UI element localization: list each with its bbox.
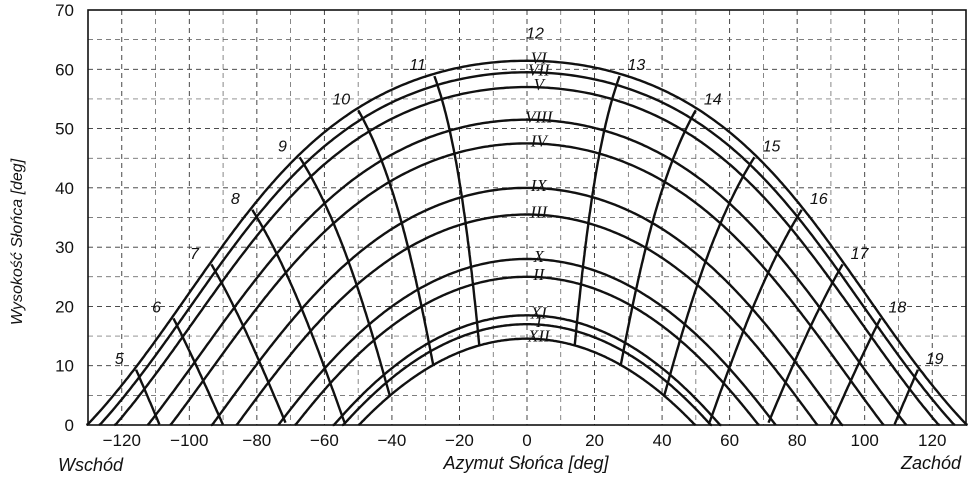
x-axis-west-label: Zachód: [900, 453, 962, 473]
hour-line: [134, 369, 161, 425]
y-tick-label: 30: [55, 238, 74, 257]
x-tick-label: −60: [310, 431, 339, 450]
x-axis-east-label: Wschód: [58, 455, 124, 475]
x-tick-label: −40: [378, 431, 407, 450]
hour-line: [298, 156, 391, 397]
hour-label: 15: [763, 138, 781, 155]
hour-label: 6: [152, 300, 161, 317]
month-label: III: [529, 203, 548, 222]
hour-line: [767, 263, 844, 424]
curve-labels: VIVIIVVIIIIVIXIIIXIIXIIXII56789101112131…: [115, 26, 944, 368]
month-label: VIII: [525, 108, 554, 127]
sun-path-curve: [113, 85, 941, 427]
hour-line: [893, 369, 920, 425]
month-label: IV: [530, 131, 550, 150]
hour-label: 19: [926, 351, 944, 368]
y-axis-label: Wysokość Słońca [deg]: [9, 158, 26, 325]
hour-line: [829, 317, 882, 426]
hour-line: [210, 263, 287, 424]
hour-label: 17: [851, 246, 870, 263]
sun-path-curve: [332, 314, 722, 427]
x-tick-label: −100: [170, 431, 208, 450]
x-tick-label: 60: [720, 431, 739, 450]
hour-label: 9: [278, 138, 287, 155]
hour-lines: [134, 75, 920, 426]
hour-label: 7: [190, 246, 200, 263]
sun-path-curve: [357, 337, 697, 427]
sun-path-curve: [169, 142, 885, 426]
sun-path-curve: [341, 323, 713, 427]
month-label: VI: [531, 49, 548, 68]
x-tick-label: −120: [103, 431, 141, 450]
x-tick-label: 20: [585, 431, 604, 450]
month-label: XII: [527, 327, 551, 346]
y-tick-label: 40: [55, 179, 74, 198]
x-tick-label: −20: [445, 431, 474, 450]
month-label: I: [535, 312, 543, 331]
hour-label: 18: [888, 300, 906, 317]
month-label: V: [534, 75, 547, 94]
month-label: VII: [528, 60, 551, 79]
hour-line: [708, 209, 803, 424]
tick-labels: −120 −100 −80 −60 −40 −20 0 20 40 60 80 100 120 0 10 20…: [55, 1, 946, 450]
month-label: IX: [530, 176, 548, 195]
hour-line: [663, 156, 756, 397]
hour-label: 5: [115, 351, 124, 368]
hour-label: 16: [810, 191, 828, 208]
hour-label: 13: [627, 57, 645, 74]
y-tick-label: 60: [55, 60, 74, 79]
hour-line: [172, 317, 225, 426]
x-axis-label: Azymut Słońca [deg]: [442, 453, 609, 473]
hour-label: 10: [332, 92, 350, 109]
hour-line: [251, 209, 346, 424]
y-tick-label: 10: [55, 357, 74, 376]
sun-path-curve: [294, 275, 760, 426]
sun-path-curve: [235, 213, 819, 426]
y-tick-label: 20: [55, 297, 74, 316]
hour-label: 12: [526, 26, 544, 43]
x-tick-label: 100: [851, 431, 879, 450]
sun-path-curve: [146, 118, 908, 426]
x-tick-label: 0: [522, 431, 531, 450]
x-tick-label: 120: [918, 431, 946, 450]
hour-line: [357, 109, 435, 366]
hour-line: [573, 75, 621, 346]
month-label: XI: [530, 303, 548, 322]
y-tick-label: 0: [65, 416, 74, 435]
hour-label: 11: [409, 57, 426, 74]
hour-label: 8: [231, 191, 240, 208]
plot-frame: [87, 9, 967, 426]
sun-path-curve: [85, 59, 969, 427]
y-tick-label: 70: [55, 1, 74, 20]
sun-path-curves: [85, 59, 969, 427]
hour-line: [433, 75, 481, 346]
hour-line: [619, 109, 697, 366]
hour-label: 14: [704, 92, 722, 109]
x-tick-label: 80: [788, 431, 807, 450]
x-tick-label: −80: [242, 431, 271, 450]
sun-path-curve: [277, 257, 777, 426]
sun-path-curve: [98, 70, 956, 427]
x-tick-label: 40: [653, 431, 672, 450]
y-tick-label: 50: [55, 120, 74, 139]
month-label: X: [533, 247, 545, 266]
month-label: II: [532, 265, 546, 284]
sun-path-curve: [210, 186, 844, 427]
